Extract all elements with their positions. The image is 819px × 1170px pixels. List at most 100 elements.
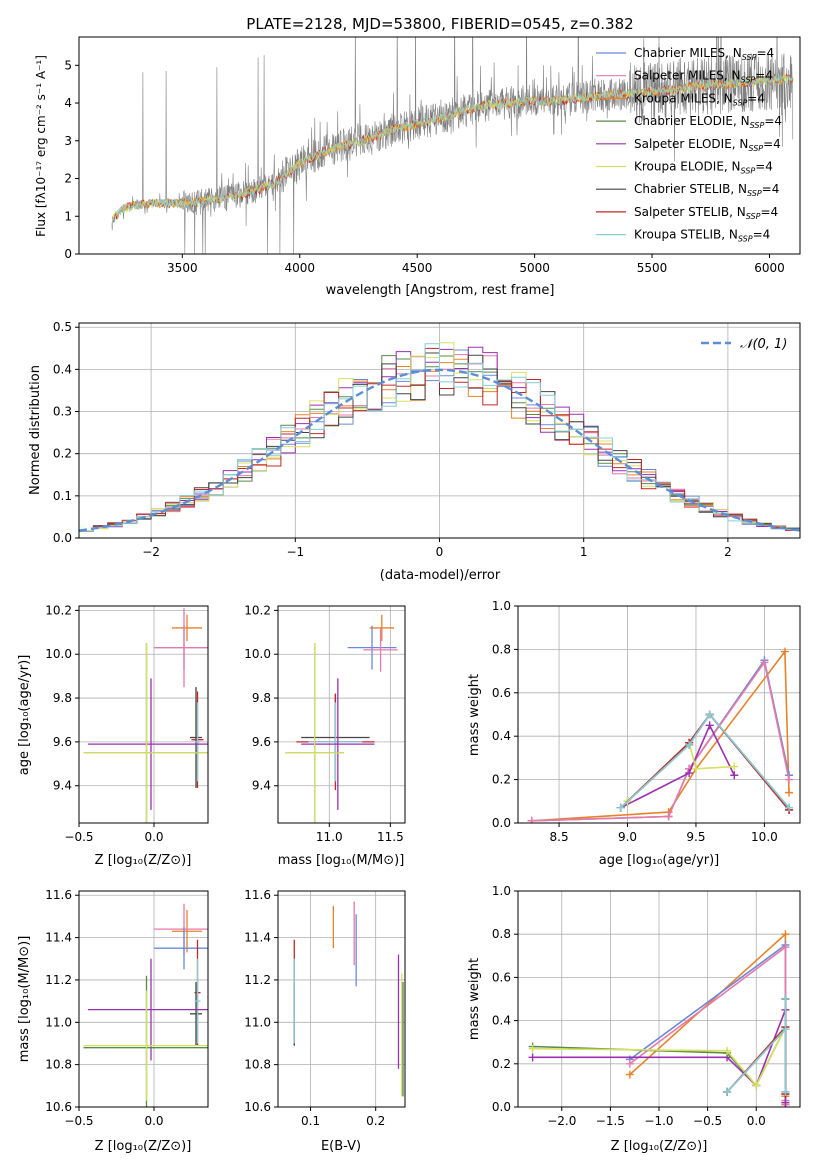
x-tick-label: 9.5 [686,830,705,844]
weight-marker [685,769,694,778]
y-tick-label: 9.4 [53,779,72,793]
spectrum-xlabel: wavelength [Angstrom, rest frame] [326,283,555,298]
age-vs-z-axes-frame [78,605,209,824]
legend-label: Kroupa ELODIE, NSSP=4 [634,160,773,176]
weight-series [532,1026,787,1087]
legend-label: Kroupa MILES, NSSP=4 [634,91,765,107]
x-tick-label: −0.5 [693,1114,722,1128]
weight-series [620,713,790,809]
y-tick-label: 0 [64,247,72,261]
y-tick-label: 0.2 [492,773,511,787]
weight-marker [781,995,790,1003]
weight-series [531,660,790,822]
y-tick-label: 10.8 [45,1058,72,1072]
y-tick-label: 0.8 [492,642,511,656]
y-tick-label: 5 [64,58,72,72]
age-vs-z-panel: −0.5 0.0 9.4 9.6 9.8 10.0 10.2 Z [log₁₀(Z/Z⊙)]… [17,603,209,868]
weight-series [726,999,787,1093]
age-vs-mass-axes-frame [277,605,406,824]
weight-marker [527,816,536,823]
mass-vs-z-ylabel: mass [log₁₀(M/M⊙)] [17,936,32,1063]
x-tick-label: 1 [580,545,588,559]
gaussian-curve [79,368,800,532]
y-tick-label: 0.0 [492,1100,511,1114]
y-tick-label: 10.0 [45,647,72,661]
weight-marker [781,1087,790,1096]
y-tick-label: 0.6 [492,970,511,984]
y-tick-label: 11.2 [244,973,271,987]
weight-marker [723,1046,732,1055]
mass-vs-z-panel: −0.5 0.0 10.6 10.8 11.0 11.2 11.4 11.6 Z [log₁₀… [17,888,209,1154]
weight-marker [723,1087,732,1096]
x-tick-label: 8.5 [550,830,569,844]
y-tick-label: 11.4 [244,931,271,945]
mass-vs-ebv-axes-frame [277,890,406,1108]
y-tick-label: 10.6 [45,1100,72,1114]
x-tick-label: 0.0 [144,1114,163,1128]
y-tick-label: 0.0 [492,816,511,830]
residuals-ylabel: Normed distribution [28,365,43,495]
x-tick-label: −2 [142,545,160,559]
y-tick-label: 0.1 [53,489,72,503]
x-tick-label: −0.5 [64,830,93,844]
spectrum-ylabel: Flux [fλ10⁻¹⁷ erg cm⁻² s⁻¹ A⁻¹] [34,55,48,237]
weight-series [531,658,790,822]
legend-label: Chabrier MILES, NSSP=4 [634,46,774,62]
weight-marker [705,710,714,719]
weight-marker [705,721,714,730]
age-vs-z-xlabel: Z [log₁₀(Z/Z⊙)] [95,853,192,868]
weight-marker [685,740,694,749]
weight-vs-z-ylabel: mass weight [467,958,482,1040]
weight-marker [528,1044,537,1053]
model-spectrum [111,75,794,225]
x-tick-label: 6000 [754,261,785,275]
weight-vs-z-panel: −2.0 −1.5 −1.0 −0.5 0.0 0.0 0.2 0.4 0.6 0.8 1.0 Z … [467,884,801,1154]
legend-label: Salpeter ELODIE, NSSP=4 [634,137,781,153]
x-tick-label: −2.0 [547,1114,576,1128]
mass-vs-ebv-panel: 0.1 0.2 10.6 10.8 11.0 11.2 11.4 11.6 E(B-V) [244,888,406,1154]
weight-marker [691,764,700,773]
y-tick-label: 0.6 [492,686,511,700]
y-tick-label: 3 [64,134,72,148]
y-tick-label: 0.3 [53,405,72,419]
x-tick-label: 5500 [637,261,668,275]
y-tick-label: 0.4 [53,362,72,376]
y-tick-label: 11.2 [45,973,72,987]
weight-marker [730,762,739,771]
y-tick-label: 1.0 [492,599,511,613]
y-tick-label: 9.6 [53,735,72,749]
weight-marker [752,1081,761,1090]
x-tick-label: 4000 [284,261,315,275]
x-tick-label: 11.5 [377,830,404,844]
figure-title: PLATE=2128, MJD=53800, FIBERID=0545, z=0… [246,15,633,33]
legend-label: Chabrier ELODIE, NSSP=4 [634,114,782,130]
weight-marker [760,658,769,667]
y-tick-label: 0.4 [492,1014,511,1028]
weight-marker [781,943,790,952]
age-vs-z-ylabel: age [log₁₀(age/yr)] [17,655,32,776]
y-tick-label: 11.0 [244,1015,271,1029]
y-tick-label: 9.8 [53,691,72,705]
y-tick-label: 1 [64,209,72,223]
y-tick-label: 10.2 [244,603,271,617]
mass-vs-z-axes-frame [78,890,209,1108]
mass-vs-z-xlabel: Z [log₁₀(Z/Z⊙)] [95,1139,192,1154]
weight-marker [730,771,739,780]
x-tick-label: 9.0 [618,830,637,844]
age-vs-mass-xlabel: mass [log₁₀(M/M⊙)] [278,853,405,868]
weight-marker [616,803,625,812]
x-tick-label: 5000 [519,261,550,275]
x-tick-label: 0 [436,545,444,559]
x-tick-label: 10.0 [751,830,778,844]
x-tick-label: 3500 [167,261,198,275]
y-tick-label: 9.4 [252,779,271,793]
weight-marker [780,647,789,656]
weight-marker [625,1070,634,1079]
spectrum-axes-frame [78,36,801,255]
y-tick-label: 10.2 [45,603,72,617]
weight-series [620,723,736,809]
residuals-legend: 𝒩(0, 1) [701,337,787,352]
weight-vs-age-panel: 8.5 9.0 9.5 10.0 0.0 0.2 0.4 0.6 0.8 1.0 age [log… [467,599,801,868]
y-tick-label: 0.2 [492,1057,511,1071]
